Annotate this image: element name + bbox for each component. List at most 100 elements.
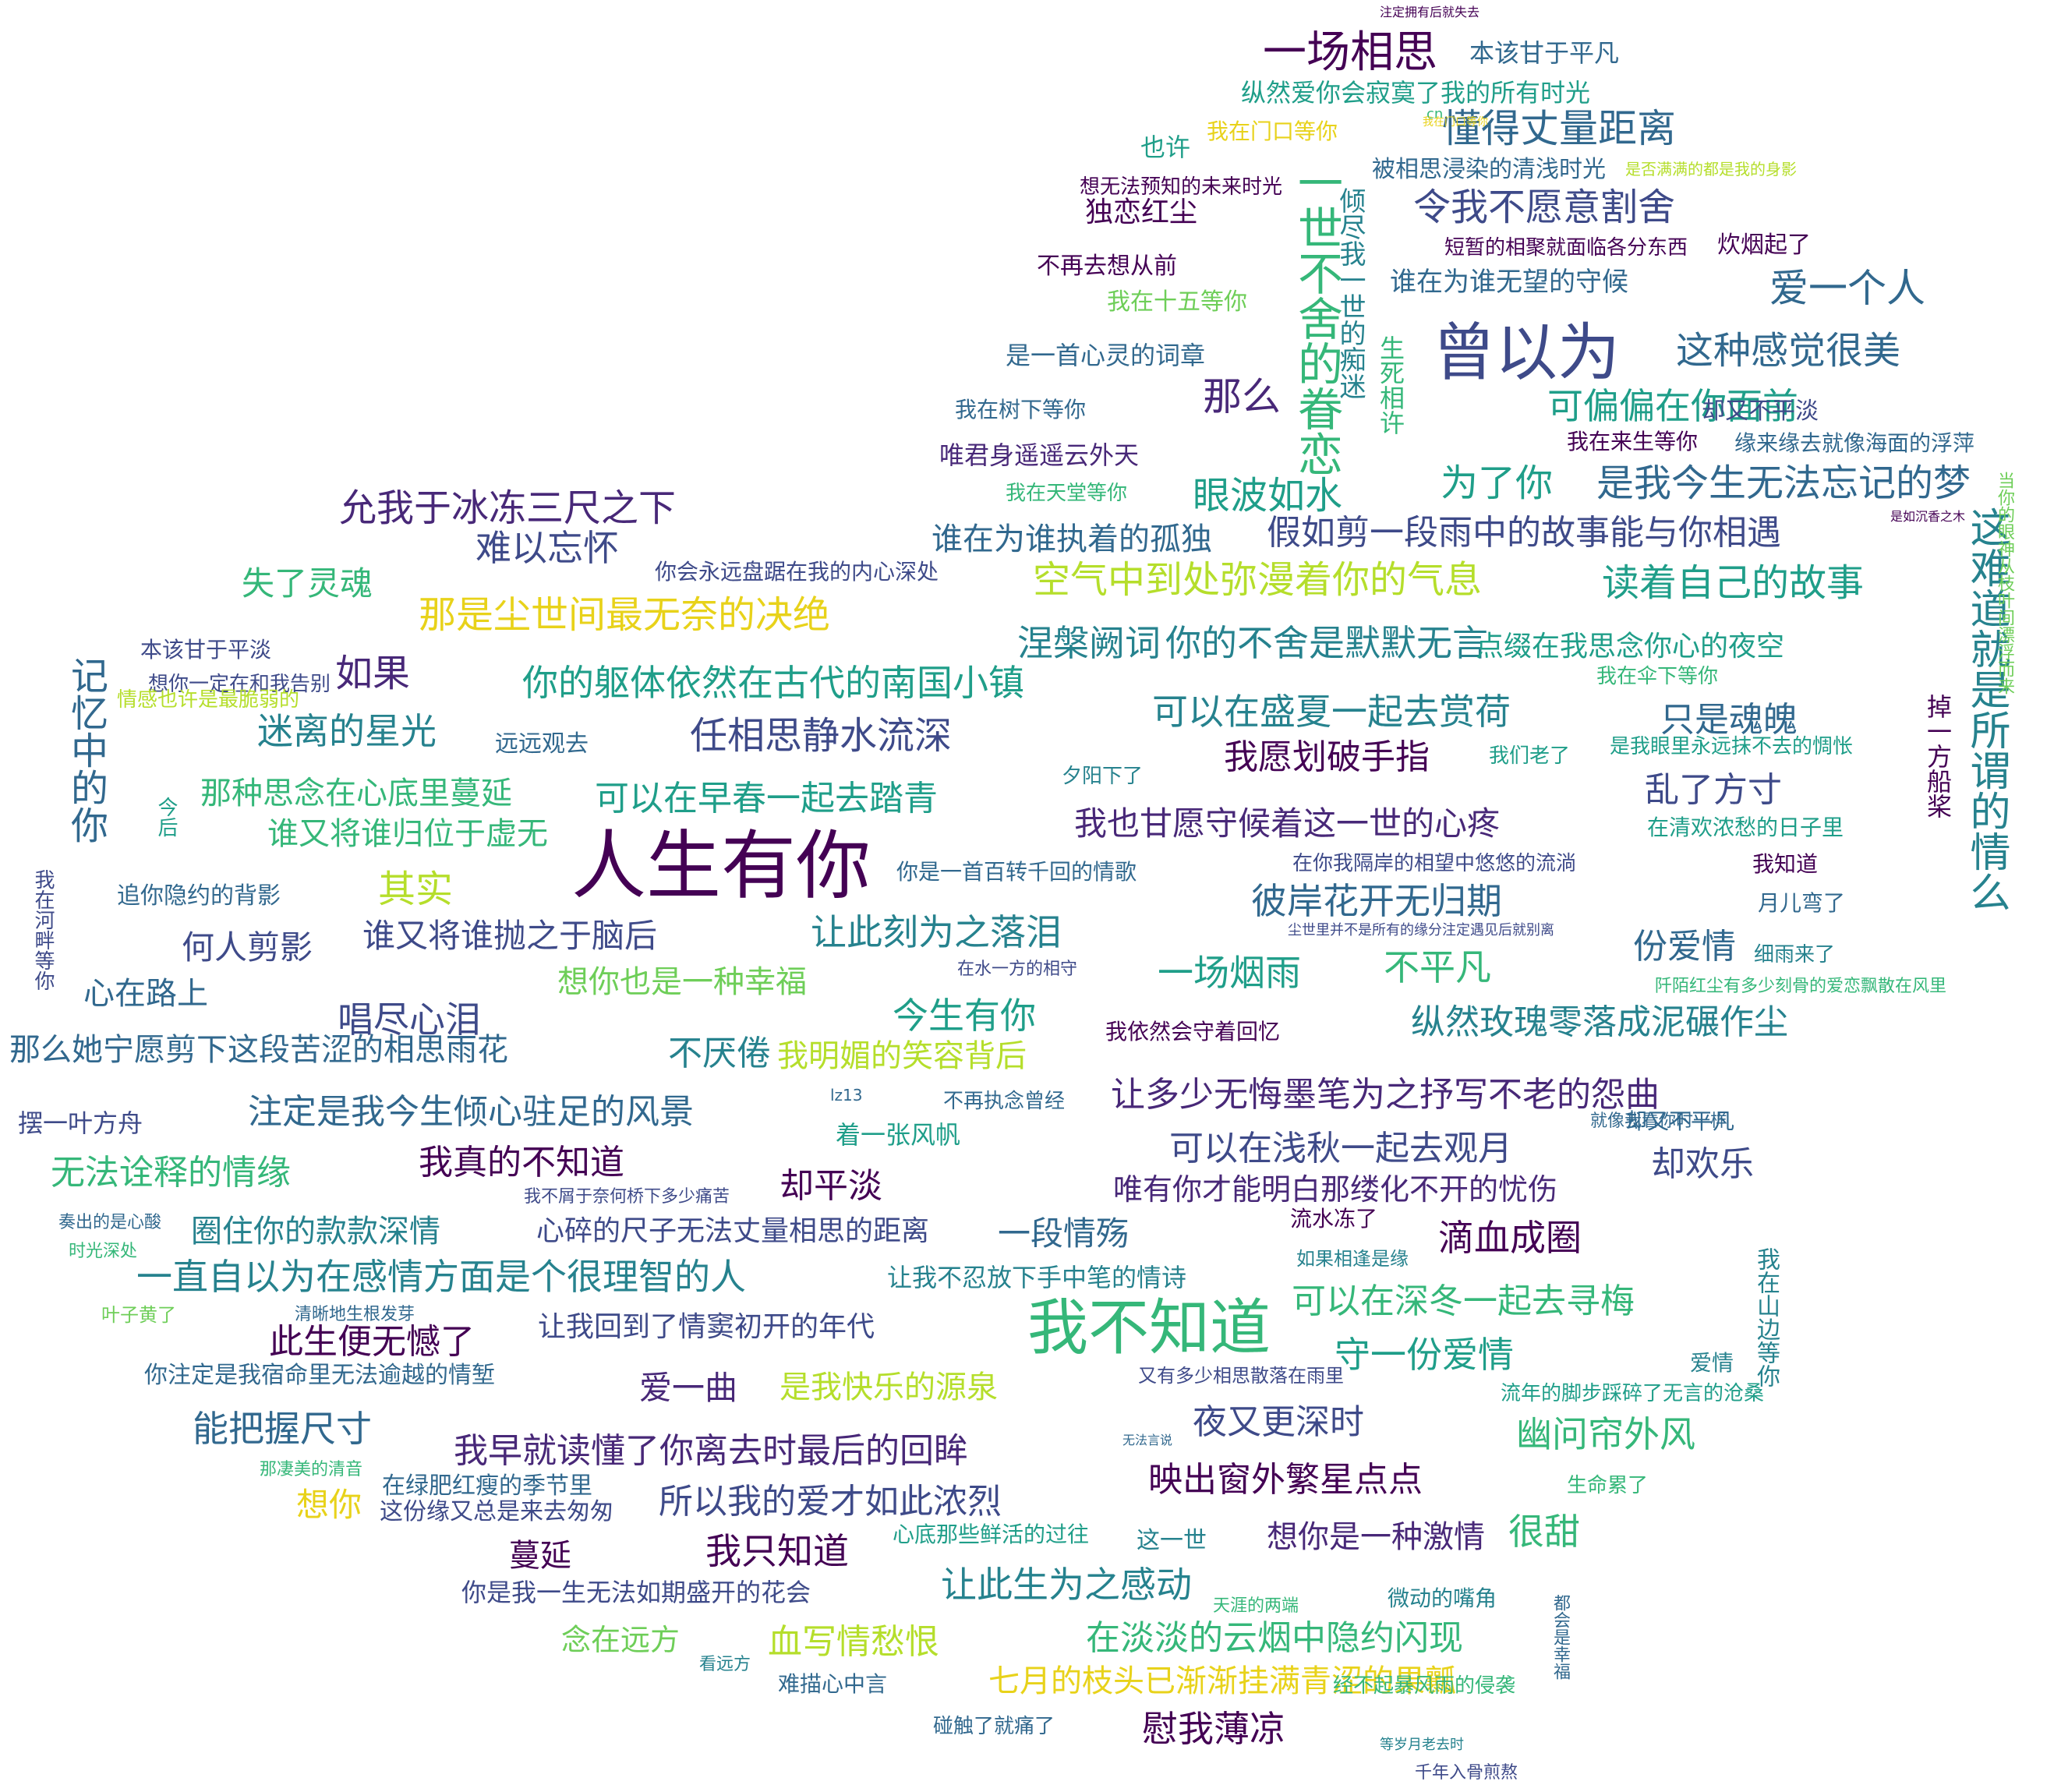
word: 我依然会守着回忆 <box>1105 1019 1281 1044</box>
word: 一段情殇 <box>998 1214 1130 1253</box>
word: 等岁月老去时 <box>1380 1737 1464 1753</box>
word: 蔓延 <box>509 1538 571 1574</box>
word: 可偏偏在你面前 <box>1547 385 1798 427</box>
word: 如果相逢是缘 <box>1296 1248 1409 1270</box>
word: 想你一定在和我告别 <box>148 673 331 696</box>
word: 在绿肥红瘦的季节里 <box>382 1472 592 1500</box>
word: 我愿划破手指 <box>1224 737 1430 777</box>
word: 点缀在我思念你心的夜空 <box>1476 631 1785 663</box>
word: 今后 <box>154 797 178 837</box>
word: 血写情愁恨 <box>768 1622 939 1662</box>
word: 你是我一生无法如期盛开的花会 <box>461 1578 811 1607</box>
word: 本该甘于平凡 <box>1469 38 1620 68</box>
word: 今生有你 <box>893 995 1036 1037</box>
word: 一场烟雨 <box>1158 952 1301 994</box>
word: 又有多少相思散落在雨里 <box>1138 1365 1344 1387</box>
word: 曾以为 <box>1433 316 1620 389</box>
word: 心在路上 <box>83 976 208 1012</box>
word: 唯君身遥遥云外天 <box>939 440 1140 470</box>
word: 爱一个人 <box>1769 266 1925 311</box>
word: 我在山边等你 <box>1752 1247 1780 1387</box>
word: 纵然玫瑰零落成泥碾作尘 <box>1411 1002 1788 1042</box>
word: 谁又将谁归位于虚无 <box>267 816 548 852</box>
word: 生死相许 <box>1376 335 1405 435</box>
word: 人生有你 <box>571 822 871 910</box>
word: 本该甘于平淡 <box>140 637 272 663</box>
word: 叶子黄了 <box>101 1304 176 1326</box>
word: 我也甘愿守候着这一世的心疼 <box>1074 804 1501 843</box>
word: 无法言说 <box>1122 1433 1173 1447</box>
word: 我不屑于奈何桥下多少痛苦 <box>524 1187 730 1207</box>
word: 我在门口等你 <box>1207 118 1338 144</box>
word: 看远方 <box>699 1655 751 1674</box>
word: 令我不愿意割舍 <box>1413 186 1676 229</box>
word: 爱情 <box>1690 1350 1734 1376</box>
word: 很甜 <box>1508 1511 1580 1553</box>
word: 所以我的爱才如此浓烈 <box>659 1482 1002 1522</box>
word: 可以在深冬一起去寻梅 <box>1292 1281 1635 1321</box>
word: 短暂的相聚就面临各分东西 <box>1444 236 1688 260</box>
word: 在淡淡的云烟中隐约闪现 <box>1086 1618 1463 1658</box>
word: 彼岸花开无归期 <box>1251 880 1502 922</box>
word: 却又不平凡 <box>1625 1108 1735 1134</box>
word: 你会永远盘踞在我的内心深处 <box>655 559 939 585</box>
word: 经不起暴风雨的侵袭 <box>1333 1674 1516 1698</box>
word: 追你隐约的背影 <box>117 882 281 910</box>
word: 尘世里并不是所有的缘分注定遇见后就别离 <box>1288 922 1554 938</box>
word: 可以在浅秋一起去观月 <box>1169 1129 1512 1168</box>
word: 你的躯体依然在古代的南国小镇 <box>522 662 1024 704</box>
word: 生命累了 <box>1567 1474 1649 1497</box>
word: 让多少无悔墨笔为之抒写不老的怨曲 <box>1111 1075 1660 1115</box>
word: 炊烟起了 <box>1717 232 1811 259</box>
word: 谁在为谁执着的孤独 <box>932 521 1212 557</box>
word: 难描心中言 <box>778 1671 888 1697</box>
word: 失了灵魂 <box>242 564 373 603</box>
word: 允我于冰冻三尺之下 <box>339 486 677 530</box>
word: 我在门口等你 <box>1423 116 1488 129</box>
word: 碰触了就痛了 <box>933 1715 1055 1738</box>
word: 那是尘世间最无奈的决绝 <box>419 593 831 637</box>
word: 那凄美的清音 <box>260 1460 363 1479</box>
word: 我明媚的笑容背后 <box>777 1038 1027 1074</box>
word: 滴血成圈 <box>1438 1217 1582 1259</box>
word: 只是魂魄 <box>1660 700 1798 740</box>
word: 能把握尺寸 <box>193 1408 372 1450</box>
word: 我在来生等你 <box>1567 429 1699 454</box>
word: 情感也许是最脆弱的 <box>117 688 300 712</box>
word: 谁在为谁无望的守候 <box>1390 267 1628 298</box>
word: 却欢乐 <box>1651 1144 1754 1184</box>
word: 就像我看你时一样 <box>1590 1112 1728 1131</box>
word: 唱尽心泪 <box>338 999 481 1041</box>
word: lz13 <box>830 1086 863 1105</box>
word: 是我今生无法忘记的梦 <box>1596 461 1971 505</box>
word: 我在天堂等你 <box>1006 482 1128 505</box>
word: 读着自己的故事 <box>1602 561 1865 605</box>
word: 摆一叶方舟 <box>18 1108 143 1138</box>
word: 乱了方寸 <box>1645 770 1782 810</box>
word: 想无法预知的未来时光 <box>1080 175 1283 199</box>
word: 这份缘又总是来去匆匆 <box>380 1498 613 1525</box>
word: 涅槃阙词 <box>1017 622 1161 664</box>
word: 迷离的星光 <box>257 710 437 752</box>
word: 圈住你的款款深情 <box>191 1214 440 1249</box>
word: 让我不忍放下手中笔的情诗 <box>887 1263 1187 1292</box>
word: 我在伞下等你 <box>1596 665 1719 688</box>
word: 让此生为之感动 <box>941 1564 1192 1606</box>
word: 我只知道 <box>705 1530 849 1572</box>
word: 微动的嘴角 <box>1388 1585 1497 1611</box>
word: 时光深处 <box>69 1242 138 1261</box>
word: 此生便无憾了 <box>269 1322 475 1362</box>
word: 空气中到处弥漫着你的气息 <box>1033 558 1483 602</box>
word: 那么她宁愿剪下这段苦涩的相思雨花 <box>9 1032 508 1068</box>
word: 我早就读懂了你离去时最后的回眸 <box>454 1431 968 1471</box>
word: 这种感觉很美 <box>1676 329 1901 373</box>
word: 你的不舍是默默无言 <box>1165 622 1488 664</box>
word: 无法诠释的情缘 <box>51 1153 291 1193</box>
word: 流年的脚步踩碎了无言的沧桑 <box>1501 1382 1765 1405</box>
word: 其实 <box>378 868 454 911</box>
word: 不再去想从前 <box>1037 253 1177 280</box>
word: 映出窗外繁星点点 <box>1148 1460 1423 1500</box>
word: 眼波如水 <box>1193 474 1343 518</box>
word: 缘来缘去就像海面的浮萍 <box>1734 430 1975 456</box>
